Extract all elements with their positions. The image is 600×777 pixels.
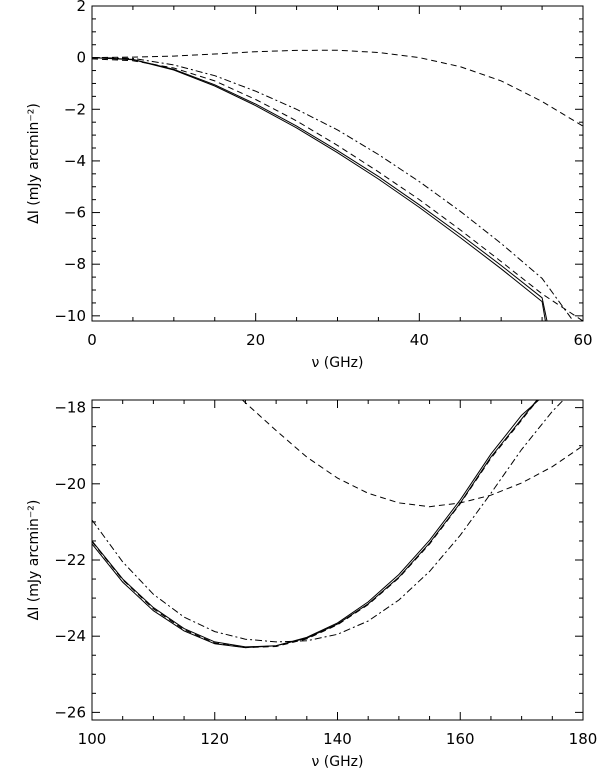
series-line-dashed bbox=[92, 58, 583, 321]
x-tick-label: 160 bbox=[446, 730, 475, 748]
plot-frame bbox=[91, 399, 584, 721]
series-line-solid bbox=[92, 400, 540, 649]
y-tick-label: −20 bbox=[54, 475, 86, 493]
y-tick-label: −2 bbox=[64, 100, 86, 118]
series-line-dashed bbox=[242, 400, 583, 508]
y-axis-label: ΔI (mJy arcmin⁻²) bbox=[26, 103, 42, 224]
y-tick-label: −4 bbox=[64, 152, 86, 170]
y-tick-label: 2 bbox=[76, 0, 86, 15]
series-line-dashdot bbox=[92, 400, 564, 643]
series-line-solid bbox=[92, 57, 548, 321]
y-tick-label: −22 bbox=[54, 551, 86, 569]
y-tick-label: −18 bbox=[54, 399, 86, 417]
y-tick-label: −6 bbox=[64, 204, 86, 222]
x-tick-label: 60 bbox=[573, 331, 592, 349]
series-line-solid bbox=[92, 400, 538, 648]
y-tick-label: −26 bbox=[54, 703, 86, 721]
series-line-solid bbox=[92, 57, 546, 321]
x-tick-label: 100 bbox=[78, 730, 107, 748]
x-tick-label: 20 bbox=[246, 331, 265, 349]
plot-frame bbox=[91, 5, 584, 322]
series-line-dashed bbox=[92, 49, 583, 127]
x-tick-label: 180 bbox=[569, 730, 598, 748]
series-line-dashed bbox=[92, 400, 538, 649]
x-axis-label: ν (GHz) bbox=[312, 754, 364, 770]
y-axis-label: ΔI (mJy arcmin⁻²) bbox=[26, 500, 42, 621]
series-line-dashdot bbox=[92, 57, 574, 321]
bottom-chart-panel: 100 120 140 160 180 −18 −20 −22 −24 −26 ν (GHz) ΔI … bbox=[26, 399, 597, 770]
x-tick-label: 40 bbox=[410, 331, 429, 349]
y-tick-label: −8 bbox=[64, 255, 86, 273]
y-tick-label: 0 bbox=[76, 49, 86, 67]
y-tick-label: −10 bbox=[54, 307, 86, 325]
x-tick-label: 120 bbox=[200, 730, 229, 748]
y-tick-label: −24 bbox=[54, 627, 86, 645]
x-tick-label: 0 bbox=[87, 331, 97, 349]
x-axis-label: ν (GHz) bbox=[312, 355, 364, 371]
x-tick-label: 140 bbox=[323, 730, 352, 748]
